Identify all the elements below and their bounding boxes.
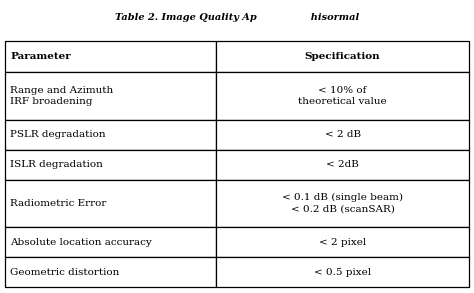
Text: Radiometric Error: Radiometric Error	[10, 199, 107, 208]
Text: < 0.5 pixel: < 0.5 pixel	[314, 268, 371, 277]
Text: < 2dB: < 2dB	[326, 160, 359, 169]
Text: PSLR degradation: PSLR degradation	[10, 130, 106, 139]
Text: Table 2. Image Quality Ap                hisormal: Table 2. Image Quality Ap hisormal	[115, 13, 359, 22]
Text: < 2 dB: < 2 dB	[325, 130, 361, 139]
Text: Range and Azimuth
IRF broadening: Range and Azimuth IRF broadening	[10, 86, 114, 106]
Text: Geometric distortion: Geometric distortion	[10, 268, 120, 277]
Text: Parameter: Parameter	[10, 52, 71, 61]
Text: Absolute location accuracy: Absolute location accuracy	[10, 238, 152, 247]
Text: < 10% of
theoretical value: < 10% of theoretical value	[298, 86, 387, 106]
Text: ISLR degradation: ISLR degradation	[10, 160, 103, 169]
Text: < 2 pixel: < 2 pixel	[319, 238, 366, 247]
Text: < 0.1 dB (single beam)
< 0.2 dB (scanSAR): < 0.1 dB (single beam) < 0.2 dB (scanSAR…	[282, 193, 403, 214]
Text: Specification: Specification	[305, 52, 381, 61]
